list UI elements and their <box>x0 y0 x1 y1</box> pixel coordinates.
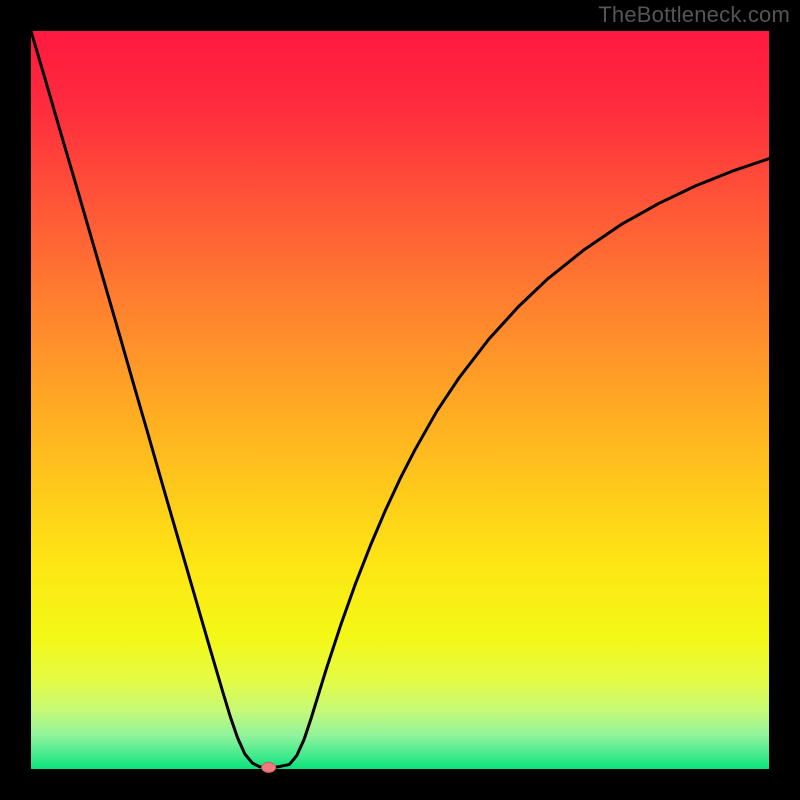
watermark-text: TheBottleneck.com <box>598 2 790 28</box>
minimum-marker <box>262 762 276 772</box>
chart-stage: TheBottleneck.com <box>0 0 800 800</box>
bottleneck-chart <box>0 0 800 800</box>
plot-area <box>31 31 769 769</box>
